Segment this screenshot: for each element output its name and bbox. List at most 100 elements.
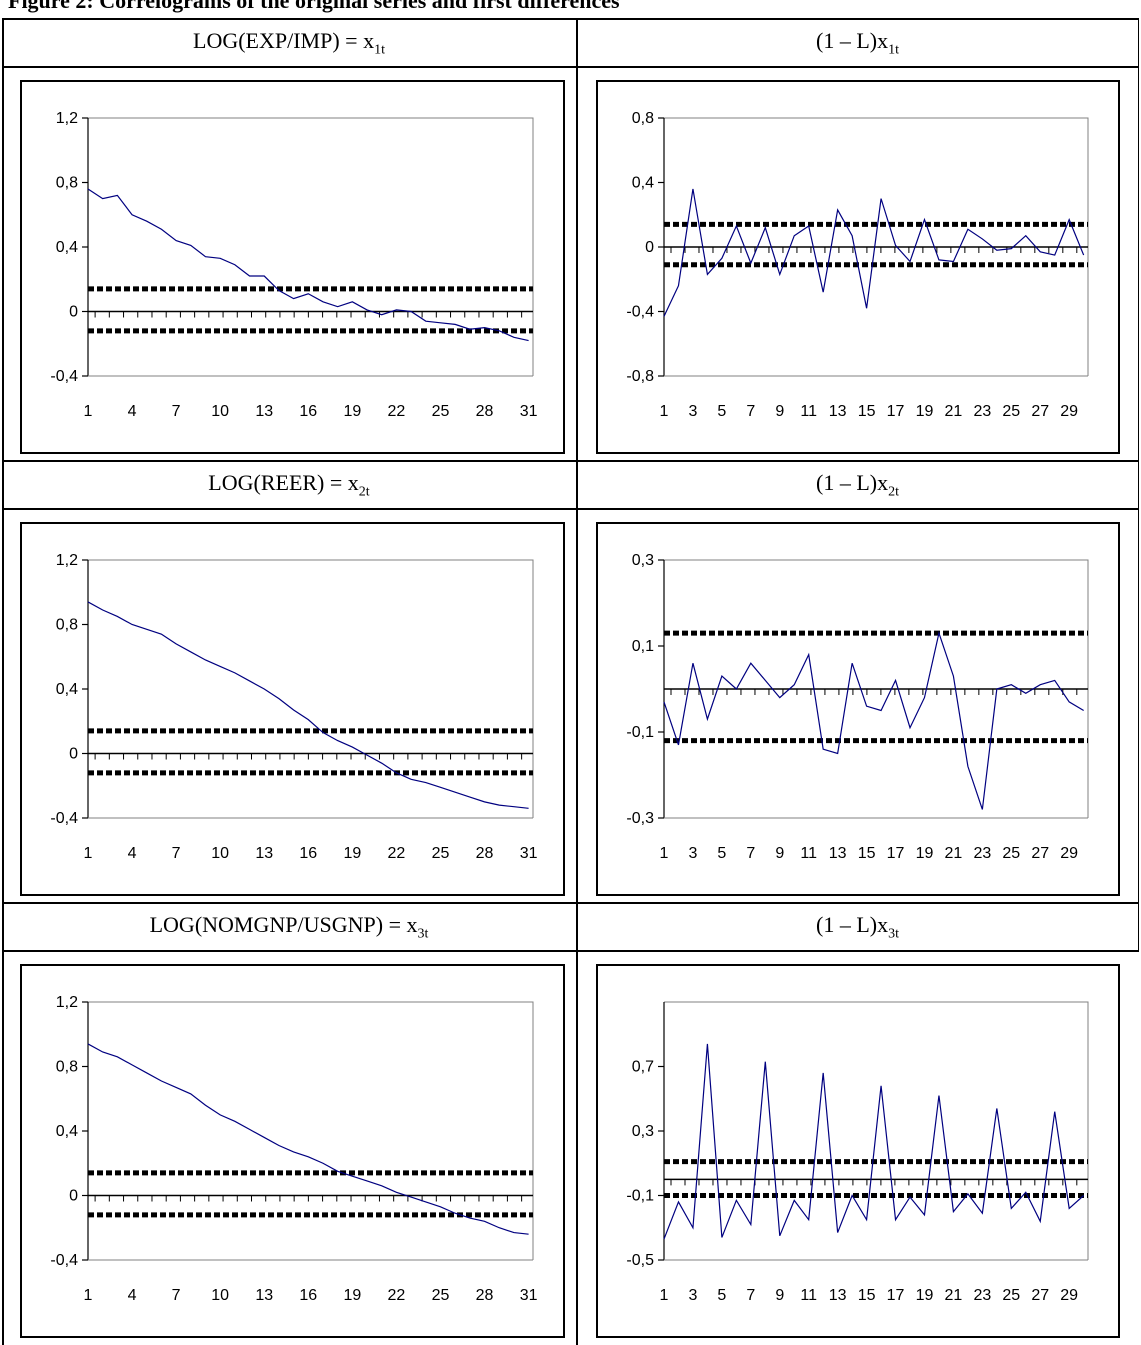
series-line <box>663 1043 1085 1240</box>
panel-heading-text: (1 – L)x <box>816 912 889 937</box>
x-tick-label: 7 <box>172 1287 181 1304</box>
x-tick-label: 10 <box>211 403 229 420</box>
x-tick-label: 13 <box>829 1287 847 1304</box>
y-tick-label: -0,8 <box>626 368 654 385</box>
x-tick-label: 13 <box>829 845 847 862</box>
plot-area-border <box>664 117 1089 376</box>
panel-heading: LOG(REER) = x2t <box>2 470 576 500</box>
y-tick-label: 0,4 <box>56 681 78 698</box>
series-line <box>663 630 1084 810</box>
y-tick-label: 1,2 <box>56 994 78 1011</box>
x-tick-label: 29 <box>1060 845 1078 862</box>
panel-heading-text: LOG(EXP/IMP) = x <box>193 28 375 53</box>
table-rule-h <box>2 66 1139 68</box>
x-tick-label: 25 <box>1002 1287 1020 1304</box>
y-tick-label: -0,4 <box>50 1252 78 1269</box>
x-tick-label: 5 <box>717 845 726 862</box>
correlogram-chart: -0,4 0 0,4 0,8 1,2 1 4 7 10 13 16 19 22 25 28 31 <box>20 80 565 454</box>
x-tick-label: 3 <box>688 1287 697 1304</box>
y-tick-label: -0,3 <box>626 810 654 827</box>
x-tick-label: 7 <box>746 845 755 862</box>
correlogram-chart: -0,4 0 0,4 0,8 1,2 1 4 7 10 13 16 19 22 25 28 31 <box>20 964 565 1338</box>
chart-svg: -0,5-0,10,30,71 3 5 7 9 11 13 15 17 19 21 23 25 27 29 <box>626 1001 1089 1304</box>
correlogram-chart: -0,5 -0,1 0,3 0,7 1 3 5 7 9 11 13 15 17 19 21 23 25 27 29 <box>596 964 1120 1338</box>
chart-svg: -0,8-0,400,40,81 3 5 7 9 11 13 15 17 19 21 23 25 27 29 <box>626 110 1089 420</box>
x-tick-label: 15 <box>858 1287 876 1304</box>
x-tick-label: 19 <box>343 403 361 420</box>
x-tick-label: 21 <box>945 403 963 420</box>
x-tick-label: 31 <box>520 403 538 420</box>
x-tick-label: 16 <box>299 403 317 420</box>
x-tick-label: 1 <box>84 1287 93 1304</box>
chart-svg: -0,4 0 0,4 0,8 1,2 1 4 7 10 13 16 19 22 25 28 31 <box>50 994 537 1304</box>
panel-heading-subscript: 1t <box>374 42 385 58</box>
plot-area-border <box>88 1001 534 1260</box>
x-tick-label: 19 <box>916 845 934 862</box>
x-tick-label: 7 <box>172 845 181 862</box>
table-rule-h <box>2 460 1139 462</box>
x-tick-label: 7 <box>746 1287 755 1304</box>
x-tick-label: 9 <box>775 403 784 420</box>
chart-svg: -0,4 0 0,4 0,8 1,2 1 4 7 10 13 16 19 22 25 28 31 <box>50 552 537 862</box>
x-tick-label: 4 <box>128 1287 137 1304</box>
panel-heading-subscript: 3t <box>888 926 899 942</box>
x-tick-label: 4 <box>128 403 137 420</box>
plot-area-border <box>664 1001 1089 1260</box>
y-tick-label: 0,4 <box>56 1123 78 1140</box>
x-tick-label: 25 <box>432 403 450 420</box>
x-tick-label: 9 <box>775 1287 784 1304</box>
panel-heading: LOG(EXP/IMP) = x1t <box>2 28 576 58</box>
x-tick-label: 10 <box>211 1287 229 1304</box>
x-tick-label: 25 <box>1002 403 1020 420</box>
y-tick-label: 0,8 <box>632 110 654 127</box>
x-tick-label: 9 <box>775 845 784 862</box>
plot-area-border <box>88 117 534 376</box>
x-tick-label: 17 <box>887 403 905 420</box>
x-tick-label: 11 <box>800 1287 817 1304</box>
y-tick-label: 0 <box>645 239 654 256</box>
x-tick-label: 22 <box>388 1287 406 1304</box>
panel-heading-subscript: 3t <box>417 926 429 942</box>
plot-area-border <box>664 559 1089 818</box>
y-tick-label: 0,3 <box>632 552 654 569</box>
y-tick-label: 0 <box>69 304 78 321</box>
y-tick-label: 0,8 <box>56 175 78 192</box>
x-tick-label: 27 <box>1031 845 1049 862</box>
x-tick-label: 28 <box>476 403 494 420</box>
x-tick-label: 21 <box>945 845 963 862</box>
x-tick-label: 3 <box>688 845 697 862</box>
x-tick-label: 13 <box>829 403 847 420</box>
y-tick-label: 0,4 <box>56 239 78 256</box>
x-tick-label: 16 <box>299 1287 317 1304</box>
y-tick-label: 0 <box>69 746 78 763</box>
series-line <box>87 601 529 809</box>
series-line <box>87 188 529 342</box>
correlogram-chart: -0,4 0 0,4 0,8 1,2 1 4 7 10 13 16 19 22 25 28 31 <box>20 522 565 896</box>
series-line <box>663 188 1085 317</box>
x-tick-label: 13 <box>255 1287 273 1304</box>
x-tick-label: 4 <box>128 845 137 862</box>
y-tick-label: 0,4 <box>632 175 654 192</box>
panel-heading: LOG(NOMGNP/USGNP) = x3t <box>2 912 576 942</box>
x-tick-label: 7 <box>746 403 755 420</box>
x-tick-label: 28 <box>476 845 494 862</box>
panel-heading-text: LOG(NOMGNP/USGNP) = x <box>149 912 418 937</box>
table-rule-mid <box>576 18 578 1345</box>
x-tick-label: 23 <box>973 1287 991 1304</box>
x-tick-label: 17 <box>887 845 905 862</box>
panel-heading-text: (1 – L)x <box>816 470 889 495</box>
table-rule-right <box>1137 18 1139 950</box>
panel-heading: (1 – L)x1t <box>576 28 1139 58</box>
x-tick-label: 5 <box>717 1287 726 1304</box>
table-rule-h <box>2 950 1139 952</box>
x-tick-label: 15 <box>858 403 876 420</box>
y-tick-label: -0,4 <box>50 368 78 385</box>
panel-heading-subscript: 2t <box>358 484 370 500</box>
x-tick-label: 22 <box>388 845 406 862</box>
x-tick-label: 25 <box>432 1287 450 1304</box>
x-tick-label: 29 <box>1060 1287 1078 1304</box>
y-tick-label: 0,8 <box>56 617 78 634</box>
x-tick-label: 11 <box>800 403 817 420</box>
table-rule-h <box>2 18 1139 20</box>
table-rule-left <box>2 18 4 1345</box>
